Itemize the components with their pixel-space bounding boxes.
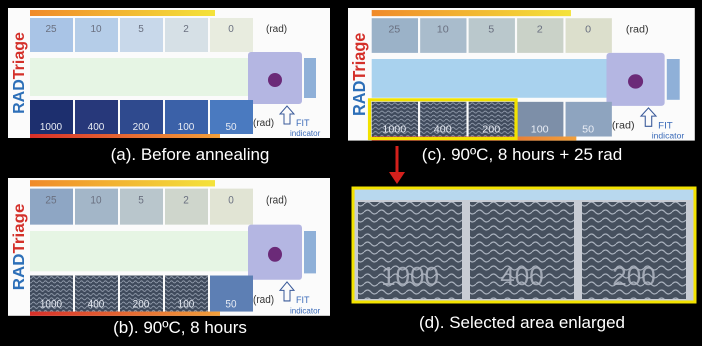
dosimeter-card: RADTriage 25 10 5 2 0 (rad) 1000 400 200 100 50 (rad… [8, 178, 330, 316]
brand-part: Triage [11, 32, 28, 79]
swatch [165, 189, 208, 225]
swatch-label: 100 [178, 299, 195, 310]
swatch-label: 1000 [40, 299, 62, 310]
dosimeter-card: RADTriage 25 10 5 2 0 (rad) 1000 400 200 100 50 (rad… [8, 8, 330, 138]
swatch-label: 0 [585, 25, 591, 36]
swatch-label: 50 [225, 299, 236, 310]
swatch-label: 2 [183, 195, 189, 206]
unit: (rad) [266, 24, 287, 35]
indicator-label: indicator [290, 306, 320, 315]
swatch-label: 100 [531, 125, 549, 136]
indicator-dot [628, 74, 643, 88]
unit: (rad) [253, 295, 274, 306]
brand-part: RAD [10, 253, 27, 290]
enlarged-label: 1000 [381, 261, 439, 291]
color-bar [30, 180, 215, 186]
swatch-label: 25 [45, 195, 56, 206]
fit-label: FIT [296, 118, 310, 128]
swatch-label: 10 [437, 25, 449, 36]
dosimeter-card: RADTriage 25 10 5 2 0 (rad) 1000 400 200 100 50 (rad… [348, 8, 695, 141]
swatch [210, 189, 253, 225]
swatch [372, 18, 418, 53]
brand-part: RAD [350, 81, 370, 116]
swatch-label: 400 [434, 125, 452, 136]
caption: (a). Before annealing [111, 145, 270, 164]
indicator-dot [268, 73, 282, 87]
swatch-label: 200 [133, 299, 150, 310]
sensor-strip [30, 58, 258, 96]
enlarged-label: 200 [612, 261, 655, 291]
enlarged-panel: 1000 400 200 [353, 188, 695, 302]
brand: RADTriage [11, 32, 28, 114]
swatch-label: 25 [45, 24, 57, 35]
swatch-label: 50 [582, 125, 594, 136]
swatch-label: 5 [488, 25, 494, 36]
swatch-label: 50 [225, 122, 237, 133]
swatch-label: 5 [138, 195, 144, 206]
unit: (rad) [266, 195, 287, 206]
swatch [469, 18, 515, 53]
color-bar [372, 10, 571, 16]
swatch [75, 189, 118, 225]
sensor-strip [30, 231, 258, 271]
swatch [420, 18, 466, 53]
unit: (rad) [253, 118, 274, 129]
swatch-label: 200 [482, 125, 500, 136]
enlarged-label: 400 [500, 261, 543, 291]
indicator-label: indicator [290, 129, 321, 138]
swatch [120, 189, 163, 225]
swatch-label: 2 [183, 24, 189, 35]
brand-part: RAD [11, 79, 28, 114]
swatch-label: 10 [90, 195, 101, 206]
brand-part: Triage [10, 204, 27, 254]
color-bar [30, 312, 220, 316]
swatch-label: 25 [388, 25, 400, 36]
caption: (c). 90ºC, 8 hours + 25 rad [422, 145, 622, 164]
swatch-label: 100 [178, 122, 195, 133]
strip-edge [355, 190, 693, 200]
caption: (b). 90ºC, 8 hours [113, 318, 247, 337]
sensor-strip [372, 59, 618, 98]
fit-label: FIT [296, 295, 310, 305]
swatch-label: 0 [228, 195, 234, 206]
figure: (a). Before annealing (c). 90ºC, 8 hours… [0, 0, 702, 346]
indicator-label: indicator [652, 131, 685, 141]
unit: (rad) [612, 121, 635, 132]
indicator-dot [268, 247, 282, 262]
fit-label: FIT [658, 120, 673, 131]
swatch-label: 1000 [40, 122, 63, 133]
brand-part: Triage [350, 33, 370, 81]
swatch-label: 400 [88, 299, 105, 310]
swatch-label: 10 [90, 24, 102, 35]
tab [304, 231, 316, 273]
color-bar [30, 134, 220, 138]
swatch [517, 18, 563, 53]
tab [667, 59, 680, 100]
swatch [30, 189, 73, 225]
swatch-label: 0 [228, 24, 234, 35]
brand: RADTriage [350, 33, 370, 116]
swatch-label: 200 [133, 122, 150, 133]
swatch-label: 1000 [382, 125, 406, 136]
swatch-label: 400 [88, 122, 105, 133]
brand: RADTriage [10, 204, 27, 291]
unit: (rad) [626, 25, 649, 36]
swatch [566, 18, 612, 53]
caption: (d). Selected area enlarged [419, 313, 625, 332]
swatch-label: 5 [138, 24, 144, 35]
color-bar [30, 10, 215, 16]
swatch-label: 2 [537, 25, 543, 36]
tab [304, 58, 316, 98]
